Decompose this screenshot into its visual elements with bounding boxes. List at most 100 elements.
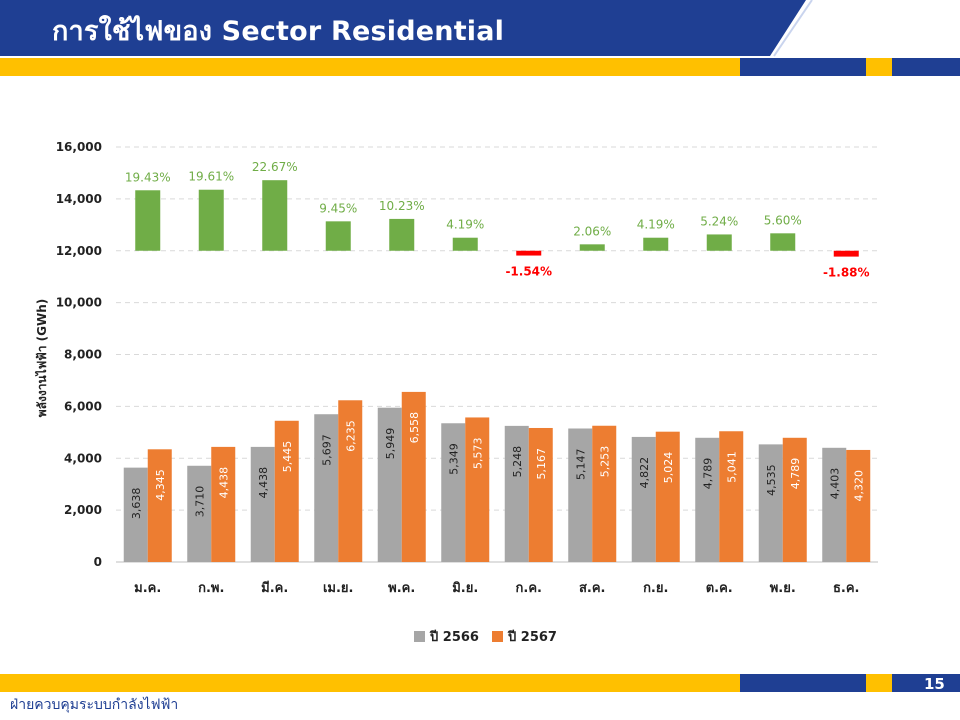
y-tick-label: 0 (94, 555, 102, 569)
footer-org-name: ฝ่ายควบคุมระบบกำลังไฟฟ้า (10, 697, 179, 713)
bar-2567 (592, 425, 617, 562)
data-label-2566: 3,710 (193, 486, 206, 517)
bar-2567 (719, 431, 744, 562)
growth-label: 10.23% (379, 199, 425, 213)
data-label-2566: 5,248 (511, 446, 524, 478)
bar-2566 (695, 437, 720, 562)
x-category-label: ม.ค. (134, 581, 161, 596)
bar-2566 (187, 465, 212, 562)
data-label-2567: 5,253 (598, 446, 611, 478)
x-category-label: เม.ย. (323, 581, 354, 596)
footer-stripe-blue-1 (740, 674, 866, 692)
bar-2567 (338, 400, 363, 562)
data-label-2566: 4,822 (638, 457, 651, 489)
growth-label: 2.06% (573, 224, 611, 238)
growth-bar (452, 237, 478, 251)
data-label-2566: 5,697 (320, 434, 333, 466)
bar-2566 (758, 444, 783, 562)
footer-stripe-blue-2 (892, 674, 960, 692)
bar-2566 (631, 436, 656, 562)
bar-2567 (528, 427, 553, 562)
x-category-label: มี.ค. (261, 580, 288, 596)
data-label-2566: 4,789 (701, 458, 714, 490)
bar-2566 (250, 446, 275, 562)
footer-stripe-yellow-2 (866, 674, 892, 692)
header-stripe-blue-1 (740, 58, 866, 76)
growth-label: -1.54% (505, 265, 552, 279)
y-tick-label: 16,000 (56, 140, 102, 154)
bar-2566 (822, 447, 847, 562)
header-banner-edge (773, 0, 813, 57)
y-tick-label: 10,000 (56, 296, 102, 310)
growth-label: 5.24% (700, 214, 738, 228)
data-label-2566: 5,949 (384, 428, 397, 460)
slide-title: การใช้ไฟของ Sector Residential (52, 16, 505, 47)
growth-label: 4.19% (446, 218, 484, 232)
growth-label: 22.67% (252, 160, 298, 174)
growth-label: 19.43% (125, 170, 171, 184)
bar-2566 (377, 407, 402, 562)
bar-2566 (314, 414, 339, 562)
data-label-2567: 4,320 (852, 470, 865, 502)
growth-bar (770, 233, 796, 251)
legend-swatch-2567 (492, 631, 503, 642)
data-label-2567: 4,789 (789, 458, 802, 490)
header-stripe-yellow (0, 58, 740, 76)
data-label-2566: 4,535 (765, 464, 778, 496)
growth-bar (706, 234, 732, 251)
y-tick-label: 14,000 (56, 192, 102, 206)
growth-bar (516, 250, 542, 256)
legend-label-2566: ปี 2566 (429, 629, 479, 645)
data-label-2566: 4,438 (257, 467, 270, 499)
x-category-label: พ.ค. (388, 581, 415, 596)
energy-chart: 0 2,000 4,000 6,000 8,000 10,000 12,000 14,000 1… (34, 140, 878, 645)
data-label-2567: 4,438 (217, 467, 230, 499)
x-category-label: ก.พ. (198, 581, 224, 596)
data-label-2567: 6,235 (344, 420, 357, 452)
data-label-2566: 4,403 (828, 468, 841, 500)
header-stripe-yellow-2 (866, 58, 892, 76)
data-label-2566: 5,349 (447, 443, 460, 475)
bar-2566 (504, 425, 529, 562)
x-category-label: พ.ย. (770, 581, 796, 596)
x-category-label: ก.ค. (516, 581, 542, 596)
footer-bar (0, 674, 960, 692)
slide-header (0, 0, 960, 76)
x-category-label: ส.ค. (579, 581, 606, 596)
data-label-2567: 5,024 (662, 452, 675, 484)
bar-2567 (782, 437, 807, 562)
bar-2567 (846, 449, 871, 562)
bar-2566 (568, 428, 593, 562)
y-tick-label: 6,000 (64, 399, 102, 413)
growth-bar (833, 250, 859, 257)
growth-label: 19.61% (188, 170, 234, 184)
y-tick-label: 8,000 (64, 348, 102, 362)
data-label-2566: 5,147 (574, 448, 587, 480)
data-label-2567: 6,558 (408, 412, 421, 444)
bar-2567 (401, 391, 426, 562)
footer-stripe-yellow (0, 674, 740, 692)
x-category-label: มิ.ย. (452, 581, 478, 596)
data-label-2567: 5,041 (725, 451, 738, 483)
data-label-2567: 4,345 (154, 469, 167, 501)
data-label-2567: 5,167 (535, 448, 548, 480)
bar-2566 (123, 467, 148, 562)
page-number: 15 (924, 675, 945, 693)
data-label-2567: 5,573 (471, 437, 484, 469)
growth-bar (198, 189, 224, 251)
growth-label: 4.19% (637, 218, 675, 232)
growth-bar (643, 237, 669, 251)
x-category-label: ก.ย. (643, 581, 668, 596)
legend-swatch-2566 (414, 631, 425, 642)
growth-label: -1.88% (823, 266, 870, 280)
growth-bar (135, 190, 161, 251)
growth-label: 5.60% (764, 213, 802, 227)
x-category-label: ต.ค. (706, 581, 733, 596)
bar-2566 (441, 423, 466, 562)
growth-bar (262, 180, 288, 251)
bar-2567 (465, 417, 490, 562)
x-category-label: ธ.ค. (833, 581, 860, 596)
bar-2567 (655, 431, 680, 562)
y-axis-title: พลังงานไฟฟ้า (GWh) (34, 299, 49, 417)
bar-2567 (147, 449, 172, 562)
